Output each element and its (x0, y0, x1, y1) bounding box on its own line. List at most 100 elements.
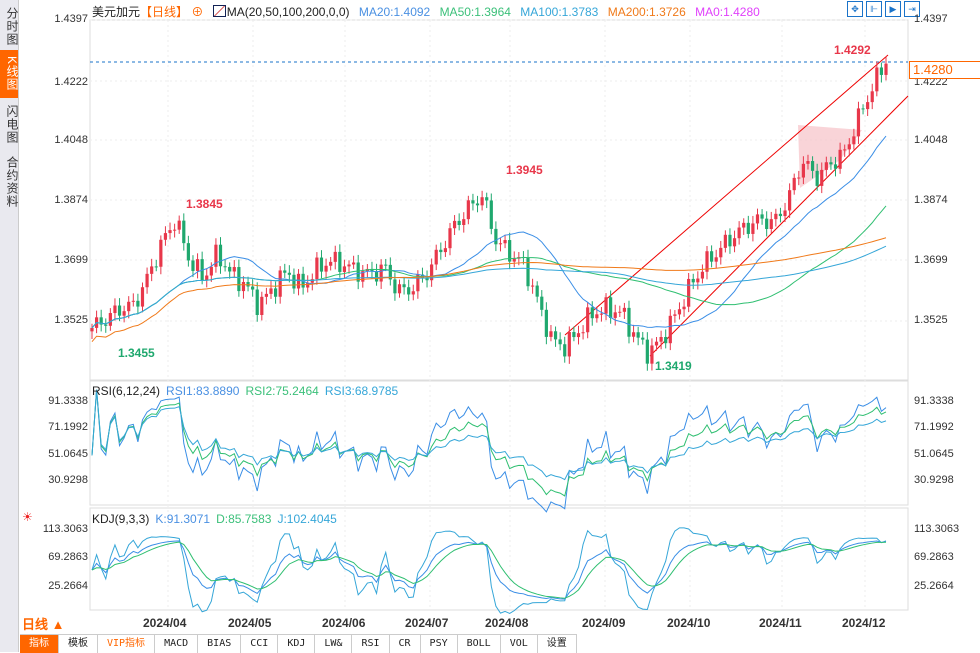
candle-body (576, 333, 581, 338)
candle-body (333, 251, 337, 262)
date-tick: 2024/12 (842, 616, 886, 630)
date-tick: 2024/11 (759, 616, 802, 630)
tab-settings[interactable]: 设置 (538, 635, 577, 653)
candle-body (223, 266, 227, 268)
candle-body (255, 289, 259, 315)
candle-body (241, 281, 246, 292)
rsi3-line (91, 389, 887, 481)
candle-body (567, 332, 571, 357)
sidebar-item-kline[interactable]: K线图 (0, 50, 19, 98)
zoom-out-tool-icon[interactable]: ▶ (885, 1, 901, 17)
candle-body (875, 67, 879, 92)
candle-body (122, 311, 126, 316)
date-tick: 2024/04 (143, 616, 187, 630)
tab-vol[interactable]: VOL (501, 635, 538, 653)
candle-body (824, 162, 828, 170)
candle-body (425, 278, 429, 281)
crosshair-icon[interactable]: ⊕ (191, 5, 204, 19)
rsi-label: RSI(6,12,24) (92, 384, 161, 398)
candle-body (177, 220, 181, 230)
candle-body (273, 288, 278, 297)
annotation-recent-high: 1.4292 (834, 43, 871, 57)
zoom-in-tool-icon[interactable]: ⊩ (866, 1, 882, 17)
exit-tool-icon[interactable]: ⇥ (904, 1, 920, 17)
candle-body (755, 214, 760, 224)
price-tick-right: 1.3874 (914, 194, 948, 206)
price-tick: 1.3874 (54, 194, 88, 206)
candle-body (549, 331, 553, 337)
main-legend: 美元加元【日线】 ⊕ MA(20,50,100,200,0,0) MA20:1.… (92, 3, 766, 20)
candle-body (113, 305, 117, 314)
candle-body (618, 311, 622, 313)
sidebar: 分时图 K线图 闪电图 合约资料 (0, 0, 19, 652)
candle-body (765, 218, 769, 229)
candle-body (186, 243, 190, 261)
tab-cr[interactable]: CR (390, 635, 421, 653)
candle-body (154, 266, 158, 268)
price-tick-right: 1.4048 (914, 134, 948, 146)
rsi-tick-right: 30.9298 (914, 474, 954, 486)
candle-body (402, 284, 406, 288)
price-tick-right: 1.3525 (914, 314, 948, 326)
tab-vip[interactable]: VIP指标 (98, 635, 156, 653)
candle-body (200, 259, 204, 281)
candle-body (664, 337, 668, 344)
date-tick: 2024/10 (667, 616, 711, 630)
tab-kdj[interactable]: KDJ (278, 635, 316, 653)
price-tick: 1.4048 (54, 134, 88, 146)
candle-body (595, 314, 599, 319)
candle-body (691, 278, 695, 283)
tab-cci[interactable]: CCI (241, 635, 279, 653)
candle-body (452, 220, 457, 229)
date-tick: 2024/06 (322, 616, 366, 630)
tab-psy[interactable]: PSY (421, 635, 458, 653)
candle-body (563, 344, 567, 357)
sidebar-item-contract[interactable]: 合约资料 (5, 156, 19, 208)
candle-body (131, 300, 135, 302)
rsi-tick: 30.9298 (48, 474, 88, 486)
date-tick: 2024/08 (485, 616, 529, 630)
candle-body (283, 270, 287, 273)
candle-body (361, 271, 365, 282)
ma-params: MA(20,50,100,200,0,0) (226, 5, 350, 19)
candle-body (866, 102, 870, 110)
candle-body (315, 257, 319, 280)
candle-body (494, 228, 498, 245)
candle-body (792, 177, 796, 191)
candle-body (586, 307, 590, 333)
candle-body (531, 285, 535, 287)
rsi-tick: 91.3338 (48, 395, 88, 407)
candle-body (613, 312, 617, 318)
sidebar-item-timeshare[interactable]: 分时图 (5, 6, 19, 46)
tab-boll[interactable]: BOLL (458, 635, 501, 653)
chart-settings-icon[interactable] (212, 5, 226, 17)
indicator-settings-icon[interactable]: ☀ (22, 510, 33, 524)
rsi-legend: RSI(6,12,24) RSI1:83.8890 RSI2:75.2464 RSI3… (92, 384, 404, 398)
candle-body (788, 190, 792, 211)
candle-body (448, 228, 452, 249)
candle-body (631, 332, 636, 337)
candle-body (237, 267, 241, 292)
tab-templates[interactable]: 模板 (59, 635, 98, 653)
tab-rsi[interactable]: RSI (352, 635, 390, 653)
period-selector[interactable]: 日线 ▲ (22, 617, 65, 632)
rsi2-value: RSI2:75.2464 (245, 384, 319, 398)
candle-body (439, 249, 443, 253)
candle-body (278, 270, 282, 297)
candle-body (829, 162, 833, 165)
candle-body (145, 273, 149, 288)
price-tick: 1.4222 (54, 76, 88, 88)
candle-body (182, 220, 186, 244)
tab-indicators[interactable]: 指标 (20, 635, 59, 653)
ma20-value: MA20:1.4092 (358, 5, 431, 19)
tab-bias[interactable]: BIAS (198, 635, 242, 653)
rsi1-value: RSI1:83.8890 (166, 384, 240, 398)
sidebar-item-flash[interactable]: 闪电图 (5, 104, 19, 144)
tab-macd[interactable]: MACD (155, 635, 199, 653)
candle-body (668, 315, 672, 344)
tab-lw[interactable]: LW& (315, 635, 353, 653)
crosshair-tool-icon[interactable]: ✥ (847, 1, 863, 17)
chart-canvas[interactable] (0, 0, 980, 632)
candle-body (173, 229, 177, 231)
candle-body (306, 282, 310, 288)
